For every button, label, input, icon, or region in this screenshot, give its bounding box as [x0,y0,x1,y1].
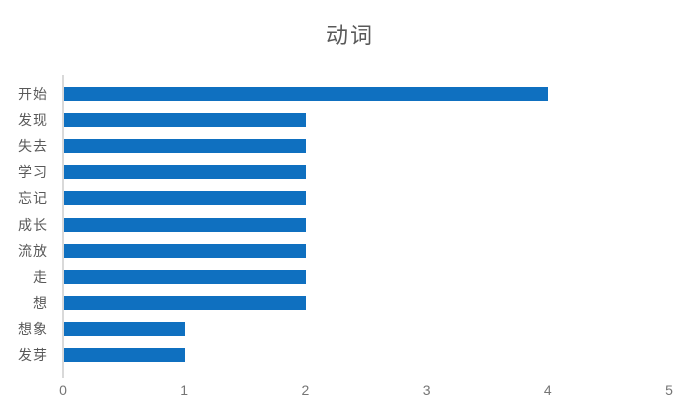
bar-row [64,81,669,107]
bar [64,139,306,154]
x-tick-label: 0 [59,382,67,398]
bar [64,347,185,362]
x-axis-labels: 0 1 2 3 4 5 [59,382,673,400]
bar [64,295,306,310]
bar [64,87,548,102]
bar-row [64,211,669,237]
bar-row [64,264,669,290]
category-labels: 开始发现失去学习忘记成长流放走想想象发芽 [0,81,48,368]
category-label: 失去 [18,138,48,155]
plot-area [64,81,669,368]
bar-row [64,238,669,264]
chart-title: 动词 [325,23,374,48]
category-label: 发现 [18,112,48,129]
category-label: 想 [33,294,48,311]
category-label: 学习 [18,164,48,181]
x-tick-label: 4 [543,382,552,398]
bar [64,321,185,336]
category-label: 流放 [18,242,48,259]
bar-row [64,133,669,159]
category-label: 想象 [18,320,48,337]
category-label: 成长 [18,216,48,233]
bar [64,165,306,180]
bar-row [64,316,669,342]
bar [64,191,306,206]
bar [64,113,306,128]
category-label: 开始 [18,86,48,103]
x-tick-label: 3 [422,382,431,398]
bar [64,243,306,258]
category-axis-line [62,75,64,378]
bar [64,217,306,232]
bar-row [64,342,669,368]
bar-row [64,290,669,316]
x-tick-label: 5 [665,382,673,398]
category-label: 发芽 [18,346,48,363]
category-label: 走 [33,268,48,285]
category-label: 忘记 [18,190,48,207]
x-tick-label: 1 [180,382,189,398]
bar [64,269,306,284]
bar-row [64,107,669,133]
x-tick-label: 2 [301,382,310,398]
bar-row [64,159,669,185]
bar-row [64,185,669,211]
